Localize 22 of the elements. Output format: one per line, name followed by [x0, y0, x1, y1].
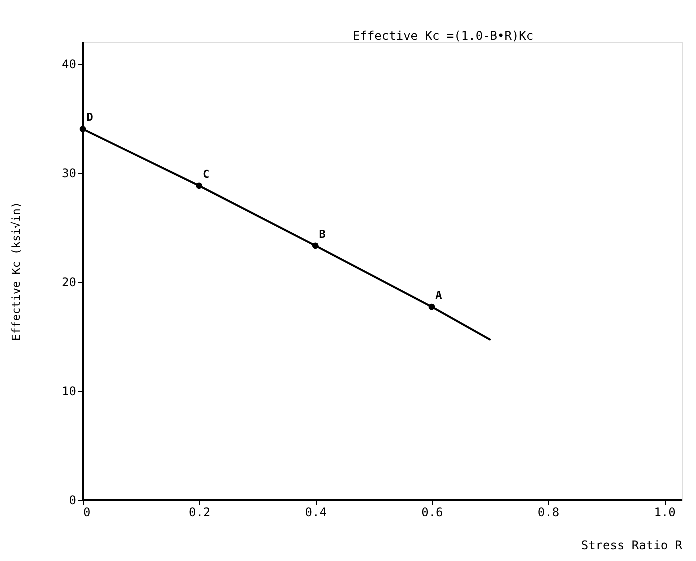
- x-tick-label: 0.8: [538, 506, 560, 520]
- point: [428, 304, 436, 310]
- annotation: Effective Kc =(1.0-B•R)Kc: [353, 29, 534, 43]
- y-tick-label: 30: [62, 166, 76, 180]
- x-tick-label: 0.6: [422, 506, 444, 520]
- x-tick-label: 0.2: [188, 506, 211, 520]
- y-tick-label: 0: [69, 494, 76, 508]
- annotation: B: [319, 228, 326, 241]
- x-tick-label: 0: [84, 506, 91, 520]
- x-tick-label: 0.4: [305, 506, 327, 520]
- annotation: A: [436, 288, 443, 302]
- x-axis-title: Stress Ratio R: [581, 538, 684, 552]
- y-tick-label: 20: [62, 275, 76, 290]
- annotation: C: [203, 168, 210, 181]
- y-tick-label: 40: [62, 57, 76, 72]
- y-axis-title: Effective Kc (ksi√in): [10, 202, 24, 342]
- annotation: D: [86, 111, 94, 124]
- point: [196, 182, 202, 190]
- point: [312, 242, 319, 250]
- point: [80, 126, 86, 132]
- y-tick-label: 10: [62, 384, 76, 398]
- x-tick-label: 1.0: [654, 506, 676, 520]
